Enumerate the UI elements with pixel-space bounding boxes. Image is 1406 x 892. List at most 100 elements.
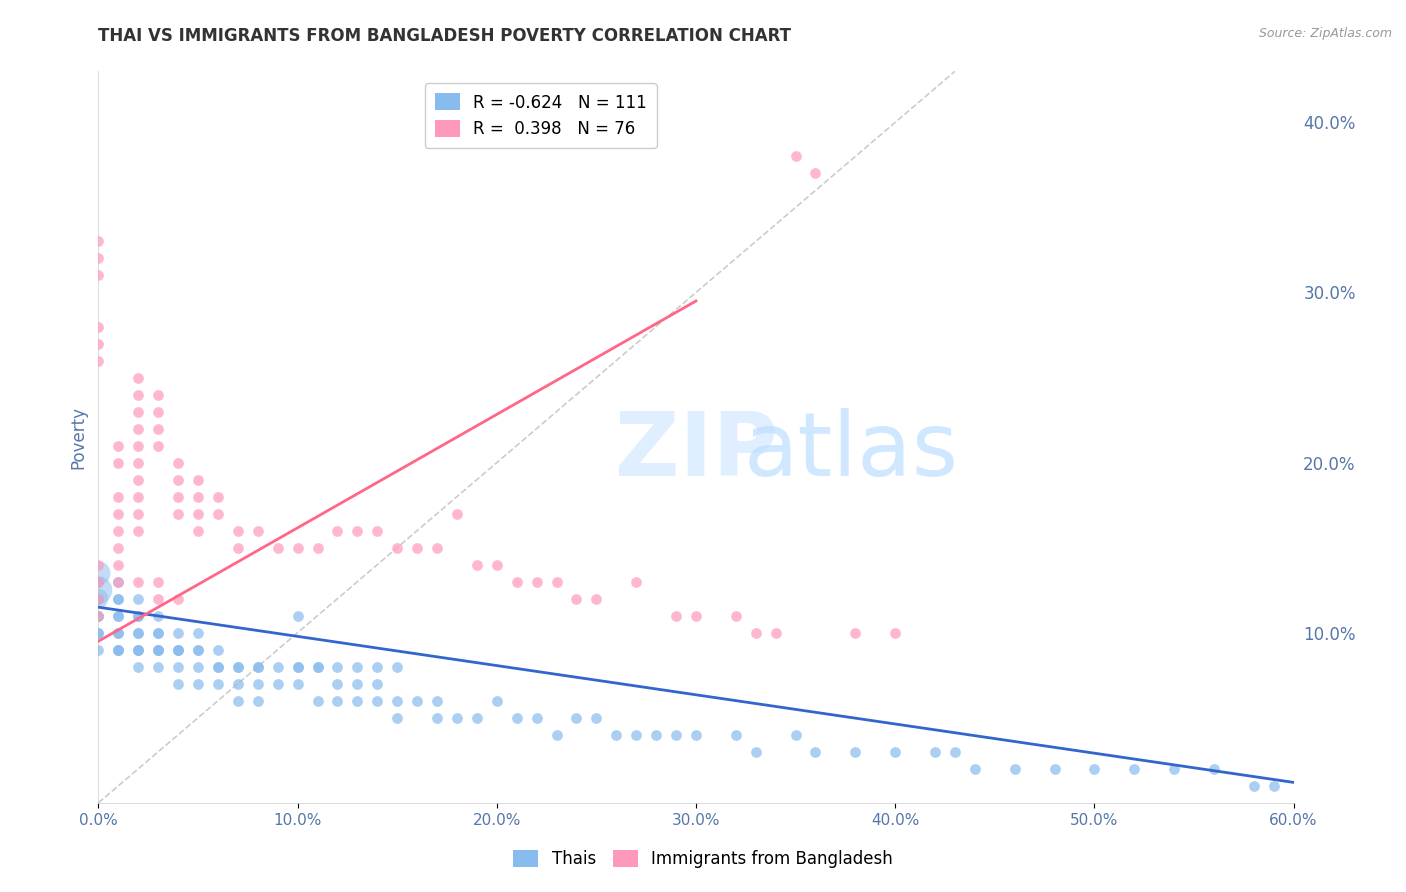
Point bbox=[1243, 779, 1265, 793]
Point bbox=[804, 745, 827, 759]
Point bbox=[645, 728, 668, 742]
Point bbox=[127, 608, 149, 623]
Point bbox=[506, 574, 529, 589]
Point bbox=[246, 659, 269, 673]
Point bbox=[107, 591, 129, 606]
Point bbox=[87, 642, 110, 657]
Point bbox=[187, 659, 209, 673]
Point bbox=[87, 558, 110, 572]
Point bbox=[148, 659, 170, 673]
Point bbox=[107, 507, 129, 521]
Point bbox=[526, 574, 548, 589]
Point bbox=[605, 728, 627, 742]
Point bbox=[127, 404, 149, 418]
Point bbox=[1004, 762, 1026, 776]
Point bbox=[107, 574, 129, 589]
Point bbox=[107, 642, 129, 657]
Point bbox=[326, 659, 349, 673]
Point bbox=[87, 625, 110, 640]
Point bbox=[943, 745, 966, 759]
Point bbox=[127, 524, 149, 538]
Point bbox=[207, 507, 229, 521]
Point bbox=[187, 507, 209, 521]
Text: Source: ZipAtlas.com: Source: ZipAtlas.com bbox=[1258, 27, 1392, 40]
Point bbox=[167, 659, 190, 673]
Point bbox=[167, 456, 190, 470]
Point bbox=[127, 642, 149, 657]
Point bbox=[127, 574, 149, 589]
Point bbox=[366, 524, 388, 538]
Y-axis label: Poverty: Poverty bbox=[69, 406, 87, 468]
Point bbox=[546, 728, 568, 742]
Point bbox=[127, 625, 149, 640]
Point bbox=[326, 694, 349, 708]
Point bbox=[207, 659, 229, 673]
Point bbox=[745, 745, 768, 759]
Point bbox=[287, 659, 309, 673]
Point bbox=[844, 745, 866, 759]
Point bbox=[465, 558, 488, 572]
Point bbox=[187, 677, 209, 691]
Point bbox=[326, 677, 349, 691]
Point bbox=[187, 625, 209, 640]
Point bbox=[187, 642, 209, 657]
Point bbox=[226, 524, 249, 538]
Point bbox=[346, 524, 368, 538]
Point bbox=[87, 591, 110, 606]
Point bbox=[187, 490, 209, 504]
Point bbox=[127, 659, 149, 673]
Point bbox=[226, 541, 249, 555]
Point bbox=[107, 642, 129, 657]
Point bbox=[246, 694, 269, 708]
Point bbox=[844, 625, 866, 640]
Point bbox=[426, 541, 449, 555]
Point bbox=[148, 608, 170, 623]
Point bbox=[87, 319, 110, 334]
Point bbox=[506, 711, 529, 725]
Point bbox=[207, 490, 229, 504]
Point bbox=[385, 711, 409, 725]
Point bbox=[167, 677, 190, 691]
Point bbox=[446, 507, 468, 521]
Point bbox=[385, 659, 409, 673]
Point bbox=[585, 711, 607, 725]
Point bbox=[765, 625, 787, 640]
Point bbox=[585, 591, 607, 606]
Point bbox=[485, 694, 508, 708]
Point bbox=[148, 591, 170, 606]
Point bbox=[87, 583, 110, 598]
Point bbox=[406, 694, 429, 708]
Point bbox=[307, 541, 329, 555]
Point bbox=[167, 490, 190, 504]
Point bbox=[107, 608, 129, 623]
Point bbox=[87, 608, 110, 623]
Point bbox=[107, 608, 129, 623]
Point bbox=[87, 591, 110, 606]
Point bbox=[87, 566, 110, 581]
Text: atlas: atlas bbox=[744, 409, 959, 495]
Legend: R = -0.624   N = 111, R =  0.398   N = 76: R = -0.624 N = 111, R = 0.398 N = 76 bbox=[425, 83, 657, 148]
Point bbox=[148, 642, 170, 657]
Text: THAI VS IMMIGRANTS FROM BANGLADESH POVERTY CORRELATION CHART: THAI VS IMMIGRANTS FROM BANGLADESH POVER… bbox=[98, 27, 792, 45]
Point bbox=[167, 642, 190, 657]
Point bbox=[107, 574, 129, 589]
Point bbox=[685, 728, 707, 742]
Point bbox=[565, 711, 588, 725]
Point bbox=[207, 677, 229, 691]
Point bbox=[785, 728, 807, 742]
Point bbox=[107, 642, 129, 657]
Point bbox=[87, 608, 110, 623]
Point bbox=[246, 677, 269, 691]
Point bbox=[148, 387, 170, 401]
Point bbox=[107, 490, 129, 504]
Point bbox=[924, 745, 946, 759]
Point bbox=[685, 608, 707, 623]
Point bbox=[366, 694, 388, 708]
Point bbox=[87, 625, 110, 640]
Point bbox=[148, 642, 170, 657]
Point bbox=[963, 762, 986, 776]
Point bbox=[287, 659, 309, 673]
Point bbox=[107, 625, 129, 640]
Point bbox=[526, 711, 548, 725]
Point bbox=[884, 745, 907, 759]
